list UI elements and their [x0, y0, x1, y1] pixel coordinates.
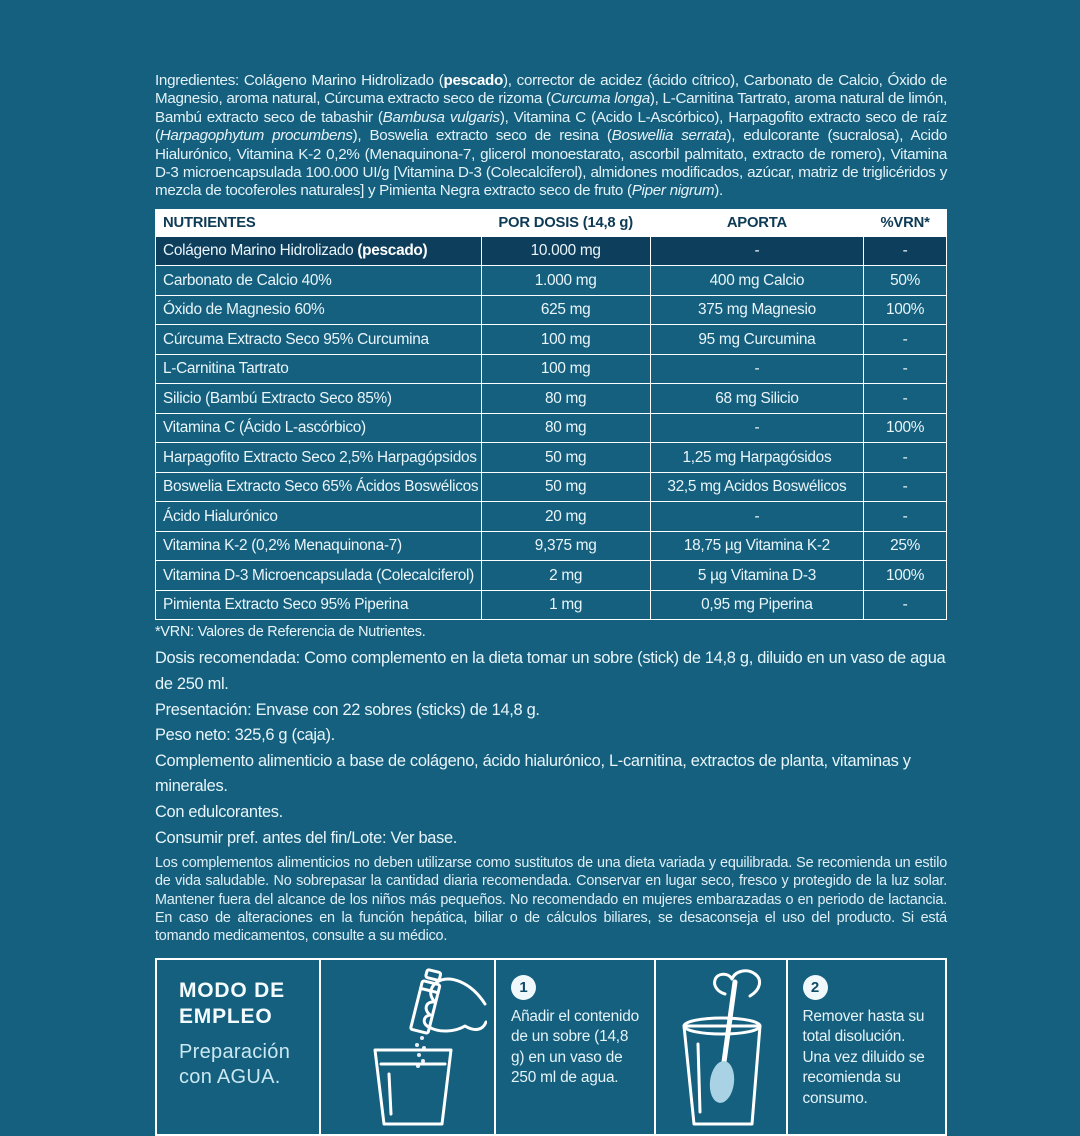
step-2-cell: 2 Remover hasta su total disolución. Una… — [788, 960, 946, 1134]
nutrients-tbody: Colágeno Marino Hidrolizado (pescado) 10.… — [155, 235, 947, 621]
step-1-cell: 1 Añadir el contenido de un sobre (14,8 … — [496, 960, 654, 1134]
nutrient-name-cell: Óxido de Magnesio 60% — [155, 294, 482, 326]
dose-cell: 2 mg — [480, 560, 651, 591]
dose-cell: 100 mg — [480, 353, 651, 385]
vrn-cell: - — [863, 589, 947, 621]
nutrient-name-cell: Cúrcuma Extracto Seco 95% Curcumina — [155, 324, 482, 355]
nutrient-name-cell: Vitamina D-3 Microencapsulada (Colecalci… — [155, 560, 482, 591]
table-row: L-Carnitina Tartrato 100 mg - - — [155, 353, 947, 385]
table-row: Vitamina K-2 (0,2% Menaquinona-7) 9,375 m… — [155, 530, 947, 562]
nutrient-name-cell: Carbonato de Calcio 40% — [155, 265, 482, 296]
header-cell-aporta: APORTA — [649, 208, 865, 237]
aporta-cell: - — [649, 501, 865, 532]
header-cell-vrn: %VRN* — [863, 208, 947, 237]
aporta-cell: - — [649, 353, 865, 385]
header-cell-por-dosis: POR DOSIS (14,8 g) — [480, 208, 651, 237]
aporta-cell: - — [649, 412, 865, 444]
step-1-text: Añadir el contenido de un sobre (14,8 g)… — [511, 1007, 639, 1087]
dose-cell: 80 mg — [480, 412, 651, 444]
table-row: Colágeno Marino Hidrolizado (pescado) 10.… — [155, 235, 947, 267]
stir-glass-with-spoon-icon — [682, 968, 761, 1126]
aporta-cell: 400 mg Calcio — [649, 265, 865, 296]
nutrient-name-cell: Vitamina K-2 (0,2% Menaquinona-7) — [155, 530, 482, 562]
nutrients-table: NUTRIENTES POR DOSIS (14,8 g) APORTA %VR… — [155, 208, 947, 621]
vrn-cell: 100% — [863, 294, 947, 326]
table-row: Boswelia Extracto Seco 65% Ácidos Boswél… — [155, 471, 947, 503]
aporta-cell: - — [649, 235, 865, 267]
aporta-cell: 32,5 mg Acidos Boswélicos — [649, 471, 865, 503]
legal-disclaimer: Los complementos alimenticios no deben u… — [155, 855, 947, 945]
aporta-cell: 0,95 mg Piperina — [649, 589, 865, 621]
vrn-cell: - — [863, 324, 947, 355]
step-1-badge: 1 — [511, 974, 536, 1000]
vrn-cell: - — [863, 353, 947, 385]
table-row: Vitamina D-3 Microencapsulada (Colecalci… — [155, 560, 947, 591]
vrn-cell: 100% — [863, 560, 947, 591]
pour-illustration-box — [319, 959, 496, 1134]
vrn-cell: - — [863, 442, 947, 473]
vrn-cell: 100% — [863, 412, 947, 444]
table-row: Ácido Hialurónico 20 mg - - — [155, 501, 947, 532]
dose-cell: 9,375 mg — [480, 530, 651, 562]
nutrient-name-cell: Colágeno Marino Hidrolizado (pescado) — [155, 235, 482, 267]
table-row: Cúrcuma Extracto Seco 95% Curcumina 100 m… — [155, 324, 947, 355]
aporta-cell: 375 mg Magnesio — [649, 294, 865, 326]
dose-cell: 100 mg — [480, 324, 651, 355]
table-row: Harpagofito Extracto Seco 2,5% Harpagóps… — [155, 442, 947, 473]
vrn-cell: 25% — [863, 530, 947, 562]
nutrient-name-cell: L-Carnitina Tartrato — [155, 353, 482, 385]
nutrient-name-cell: Pimienta Extracto Seco 95% Piperina — [155, 589, 482, 621]
label-content: Ingredientes: Colágeno Marino Hidrolizad… — [155, 72, 947, 1136]
dose-cell: 80 mg — [480, 383, 651, 414]
aporta-cell: 1,25 mg Harpagósidos — [649, 442, 865, 473]
nutrient-name-cell: Harpagofito Extracto Seco 2,5% Harpagóps… — [155, 442, 482, 473]
dose-cell: 20 mg — [480, 501, 651, 532]
usage-box: MODO DE EMPLEO Preparación con AGUA. — [155, 957, 947, 1136]
usage-subtitle: Preparación con AGUA. — [179, 1040, 291, 1088]
presentacion-line: Presentación: Envase con 22 sobres (stic… — [155, 700, 540, 719]
dose-cell: 625 mg — [480, 294, 651, 326]
usage-title: MODO DE EMPLEO — [179, 978, 285, 1028]
aporta-cell: 5 µg Vitamina D-3 — [649, 560, 865, 591]
stir-illustration-box — [653, 959, 788, 1134]
label-page: { "colors": { "background": "#14607E", "… — [155, 72, 948, 1136]
dose-cell: 50 mg — [480, 471, 651, 503]
table-row: Vitamina C (Ácido L-ascórbico) 80 mg -100% — [155, 412, 947, 444]
nutrient-name-cell: Silicio (Bambú Extracto Seco 85%) — [155, 383, 482, 414]
complemento-line: Complemento alimenticio a base de coláge… — [155, 751, 911, 796]
table-row: Carbonato de Calcio 40% 1.000 mg 400 mg Ca… — [155, 265, 947, 296]
dose-cell: 50 mg — [480, 442, 651, 473]
table-header-row: NUTRIENTES POR DOSIS (14,8 g) APORTA %VR… — [155, 208, 947, 237]
nutrient-name-cell: Ácido Hialurónico — [155, 501, 482, 532]
usage-title-cell: MODO DE EMPLEO Preparación con AGUA. — [157, 960, 319, 1134]
vrn-footnote: *VRN: Valores de Referencia de Nutriente… — [155, 624, 426, 641]
vrn-cell: - — [863, 501, 947, 532]
edulcorantes-line: Con edulcorantes. — [155, 802, 283, 821]
vrn-cell: 50% — [863, 265, 947, 296]
table-row: Silicio (Bambú Extracto Seco 85%) 80 mg 68… — [155, 383, 947, 414]
peso-neto-line: Peso neto: 325,6 g (caja). — [155, 726, 335, 745]
dose-cell: 1 mg — [480, 589, 651, 621]
aporta-cell: 95 mg Curcumina — [649, 324, 865, 355]
pour-stick-into-glass-icon — [373, 967, 487, 1126]
table-row: Óxido de Magnesio 60% 625 mg 375 mg Magnes… — [155, 294, 947, 326]
consumir-line: Consumir pref. antes del fin/Lote: Ver b… — [155, 828, 458, 847]
vrn-cell: - — [863, 471, 947, 503]
dose-cell: 1.000 mg — [480, 265, 651, 296]
nutrient-name-cell: Vitamina C (Ácido L-ascórbico) — [155, 412, 482, 444]
dosis-line: Dosis recomendada: Como complemento en l… — [155, 649, 946, 693]
dose-cell: 10.000 mg — [480, 235, 651, 267]
step-2-badge: 2 — [802, 974, 828, 1000]
aporta-cell: 18,75 µg Vitamina K-2 — [649, 530, 865, 562]
aporta-cell: 68 mg Silicio — [649, 383, 865, 414]
ingredients-text: Ingredientes: Colágeno Marino Hidrolizad… — [155, 72, 948, 200]
vrn-cell: - — [863, 383, 947, 414]
table-row: Pimienta Extracto Seco 95% Piperina 1 mg 0… — [155, 589, 947, 621]
nutrient-name-cell: Boswelia Extracto Seco 65% Ácidos Boswél… — [155, 471, 482, 503]
step-2-text: Remover hasta su total disolución. Una v… — [802, 1007, 925, 1107]
vrn-cell: - — [863, 235, 947, 267]
header-cell-nutrientes: NUTRIENTES — [155, 208, 482, 237]
